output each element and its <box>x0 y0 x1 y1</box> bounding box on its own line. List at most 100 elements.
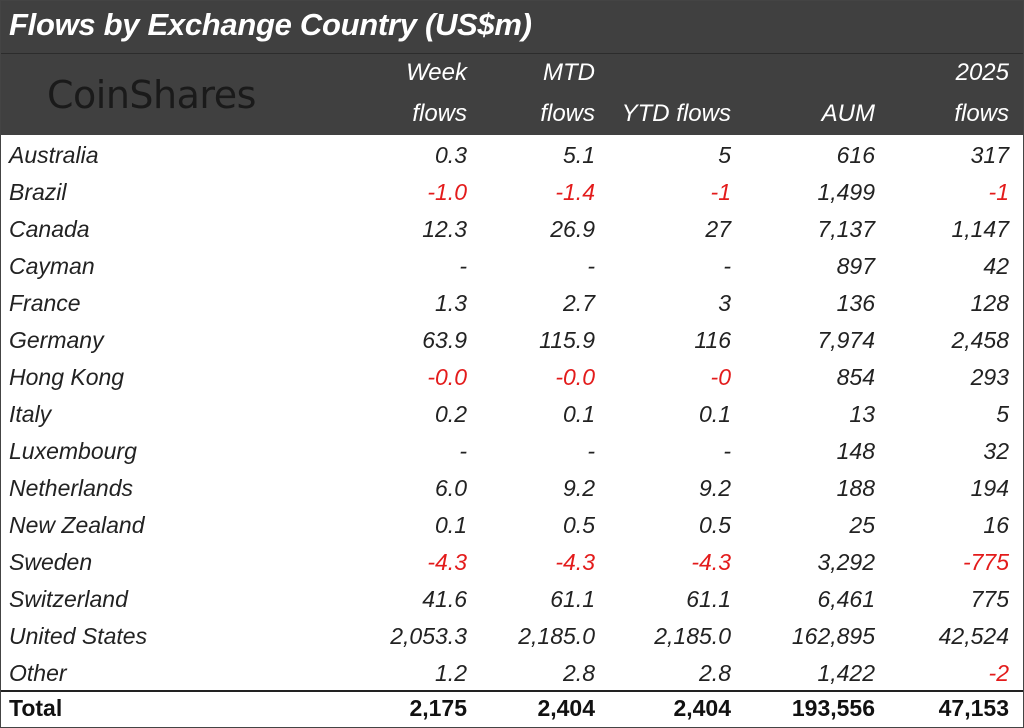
cell-aum: 897 <box>836 253 875 279</box>
cell-mtd-flows: 2,185.0 <box>518 623 595 649</box>
cell-ytd-flows: -1 <box>710 179 731 205</box>
table-row: Sweden -4.3 -4.3 -4.3 3,292 -775 <box>1 544 1023 581</box>
column-header-mtd-line2: flows <box>540 100 595 127</box>
column-header-week-line2: flows <box>412 100 467 127</box>
logo-text: CoinShares <box>47 73 256 117</box>
country-name: New Zealand <box>9 512 145 538</box>
table-row: United States 2,053.3 2,185.0 2,185.0 162,89… <box>1 618 1023 655</box>
cell-mtd-flows: 5.1 <box>563 142 595 168</box>
table-row: Brazil -1.0 -1.4 -1 1,499 -1 <box>1 174 1023 211</box>
cell-aum: 136 <box>836 290 875 316</box>
table-title: Flows by Exchange Country (US$m) <box>9 7 532 42</box>
cell-2025-flows: -1 <box>988 179 1009 205</box>
column-header-2025-line2: flows <box>954 100 1009 127</box>
table-row: Canada 12.3 26.9 27 7,137 1,147 <box>1 211 1023 248</box>
total-label: Total <box>9 695 63 721</box>
cell-2025-flows: 16 <box>983 512 1009 538</box>
cell-ytd-flows: 0.5 <box>699 512 731 538</box>
cell-aum: 188 <box>836 475 875 501</box>
table-row: Switzerland 41.6 61.1 61.1 6,461 775 <box>1 581 1023 618</box>
country-name: France <box>9 290 81 316</box>
country-name: Sweden <box>9 549 93 575</box>
country-name: Cayman <box>9 253 95 279</box>
cell-2025-flows: -2 <box>988 660 1009 686</box>
cell-aum: 1,422 <box>817 660 875 686</box>
cell-mtd-flows: 26.9 <box>550 216 595 242</box>
cell-week-flows: 6.0 <box>435 475 467 501</box>
column-header-ytd-line2: YTD flows <box>621 100 731 127</box>
cell-2025-flows: -775 <box>962 549 1009 575</box>
table-row: Cayman - - - 897 42 <box>1 248 1023 285</box>
column-header-aum-line2: AUM <box>821 100 875 127</box>
table-row: Germany 63.9 115.9 116 7,974 2,458 <box>1 322 1023 359</box>
cell-mtd-flows: 9.2 <box>563 475 595 501</box>
cell-mtd-flows: -1.4 <box>555 179 595 205</box>
cell-aum: 7,137 <box>817 216 875 242</box>
cell-ytd-flows: - <box>723 438 731 464</box>
cell-2025-flows: 5 <box>996 401 1009 427</box>
cell-ytd-flows: -4.3 <box>691 549 731 575</box>
total-week-flows: 2,175 <box>409 695 467 721</box>
table-row: Hong Kong -0.0 -0.0 -0 854 293 <box>1 359 1023 396</box>
cell-aum: 13 <box>849 401 875 427</box>
cell-ytd-flows: 2.8 <box>699 660 731 686</box>
country-name: Other <box>9 660 67 686</box>
cell-week-flows: 1.3 <box>435 290 467 316</box>
total-divider <box>1 690 1023 692</box>
cell-mtd-flows: 0.1 <box>563 401 595 427</box>
cell-ytd-flows: 2,185.0 <box>654 623 731 649</box>
country-name: Netherlands <box>9 475 134 501</box>
cell-aum: 7,974 <box>817 327 875 353</box>
cell-mtd-flows: 2.8 <box>563 660 595 686</box>
cell-aum: 148 <box>836 438 875 464</box>
table-row: France 1.3 2.7 3 136 128 <box>1 285 1023 322</box>
table-row: Netherlands 6.0 9.2 9.2 188 194 <box>1 470 1023 507</box>
total-ytd-flows: 2,404 <box>673 695 731 721</box>
cell-2025-flows: 32 <box>983 438 1009 464</box>
cell-mtd-flows: - <box>587 438 595 464</box>
cell-2025-flows: 128 <box>970 290 1009 316</box>
cell-ytd-flows: 0.1 <box>699 401 731 427</box>
cell-week-flows: 12.3 <box>422 216 467 242</box>
cell-week-flows: -1.0 <box>427 179 467 205</box>
column-header-2025-line1: 2025 <box>955 59 1009 86</box>
cell-week-flows: - <box>459 253 467 279</box>
cell-mtd-flows: - <box>587 253 595 279</box>
country-name: Australia <box>9 142 99 168</box>
country-name: United States <box>9 623 148 649</box>
total-2025-flows: 47,153 <box>938 695 1009 721</box>
cell-week-flows: -0.0 <box>427 364 467 390</box>
table-row: New Zealand 0.1 0.5 0.5 25 16 <box>1 507 1023 544</box>
cell-2025-flows: 42 <box>983 253 1009 279</box>
cell-ytd-flows: 9.2 <box>699 475 731 501</box>
country-name: Italy <box>9 401 52 427</box>
cell-ytd-flows: -0 <box>710 364 731 390</box>
cell-aum: 616 <box>836 142 875 168</box>
cell-mtd-flows: 61.1 <box>550 586 595 612</box>
cell-mtd-flows: 0.5 <box>563 512 595 538</box>
country-name: Switzerland <box>9 586 128 612</box>
cell-ytd-flows: 27 <box>705 216 731 242</box>
cell-week-flows: 41.6 <box>422 586 467 612</box>
country-name: Brazil <box>9 179 67 205</box>
cell-2025-flows: 775 <box>970 586 1009 612</box>
cell-aum: 162,895 <box>791 623 875 649</box>
cell-2025-flows: 42,524 <box>938 623 1009 649</box>
cell-2025-flows: 317 <box>970 142 1009 168</box>
table-header: Flows by Exchange Country (US$m) CoinSha… <box>1 1 1023 135</box>
cell-ytd-flows: 116 <box>694 327 731 353</box>
cell-aum: 25 <box>849 512 875 538</box>
cell-week-flows: 63.9 <box>422 327 467 353</box>
table-body: Australia 0.3 5.1 5 616 317 Brazil -1.0 -1.4 -1 1,… <box>1 137 1023 692</box>
cell-week-flows: 0.2 <box>435 401 467 427</box>
title-divider <box>1 53 1023 54</box>
cell-mtd-flows: 115.9 <box>539 327 595 353</box>
country-name: Germany <box>9 327 104 353</box>
column-header-mtd-line1: MTD <box>543 59 595 86</box>
table-row: Other 1.2 2.8 2.8 1,422 -2 <box>1 655 1023 692</box>
coinshares-logo: CoinShares <box>47 73 317 121</box>
cell-aum: 1,499 <box>817 179 875 205</box>
cell-2025-flows: 1,147 <box>951 216 1009 242</box>
cell-ytd-flows: 3 <box>718 290 731 316</box>
